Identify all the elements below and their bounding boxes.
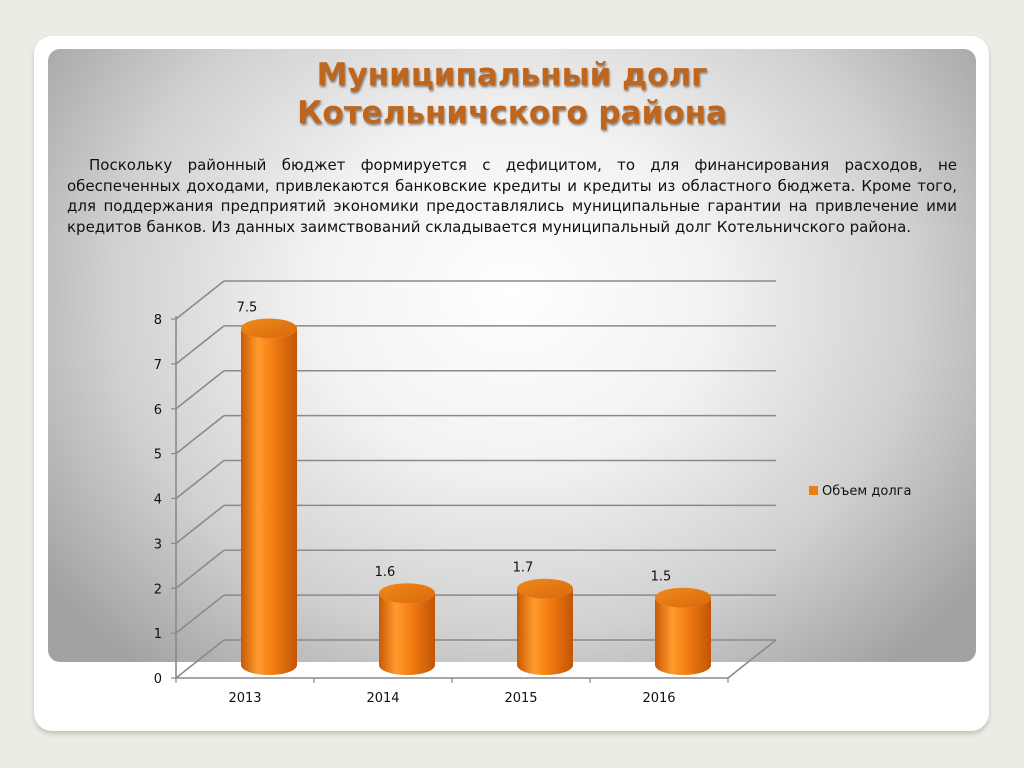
slide-background [48,49,976,662]
slide-title: Муниципальный долг Котельничского района [48,56,976,132]
gridline-side [175,325,225,365]
data-label-2016: 1.5 [651,570,672,585]
legend-swatch [809,486,818,495]
bar-2014 [379,593,436,675]
title-line-1: Муниципальный долг [316,57,708,93]
x-tick-label: 2015 [504,691,537,706]
gridline-side [175,370,225,410]
legend-label: Объем долга [822,484,911,499]
data-label-2013: 7.5 [237,300,258,315]
bar-top-2016 [655,587,711,608]
gridline-side [175,639,225,679]
gridline-side [175,549,225,589]
gridline-side [175,280,225,320]
y-tick-label: 7 [154,358,162,373]
bar-top-2013 [241,318,297,339]
gridline-side [175,594,225,634]
gridline-side [175,414,225,455]
bar-top-2015 [517,578,573,599]
y-tick-label: 8 [154,313,162,328]
bar-2015 [517,588,573,675]
data-label-2015: 1.7 [513,561,534,576]
data-label-2014: 1.6 [375,565,396,580]
x-tick-label: 2013 [228,691,261,706]
y-tick-label: 0 [154,672,162,687]
slide-paragraph: Поскольку районный бюджет формируется с … [67,156,957,236]
x-tick-label: 2016 [642,691,675,706]
x-tick-label: 2014 [366,691,399,706]
bar-2013 [241,328,297,675]
floor-right-edge [727,639,777,679]
y-tick-label: 1 [154,627,162,642]
y-tick-label: 5 [154,448,162,463]
title-line-2: Котельничского района [297,95,727,131]
bar-2016 [655,597,711,675]
y-tick-label: 4 [154,493,162,508]
y-tick-label: 6 [154,403,162,418]
gridline-side [175,504,225,545]
y-tick-label: 2 [154,582,162,597]
y-tick-label: 3 [154,537,162,552]
bar-top-2014 [379,583,435,604]
gridline-side [175,459,225,500]
